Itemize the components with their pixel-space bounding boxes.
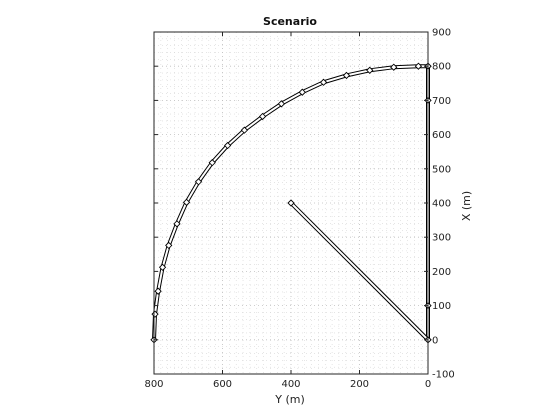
y-tick-label: 200 <box>432 267 451 278</box>
series-0-point <box>194 178 203 186</box>
series-0-point <box>154 287 162 295</box>
y-tick-label: 400 <box>432 199 451 210</box>
series-0-line <box>153 65 428 340</box>
series-0-point <box>390 63 398 71</box>
x-tick-label: 400 <box>281 379 300 390</box>
series-0-point <box>366 66 374 74</box>
y-tick-label: 900 <box>432 28 451 39</box>
series-0-point <box>342 71 351 80</box>
y-tick-label: 500 <box>432 164 451 175</box>
series-0-point <box>224 141 232 150</box>
minor-grid <box>154 32 428 374</box>
x-tick-label: 200 <box>350 379 369 390</box>
y-tick-label: 0 <box>432 335 438 346</box>
x-tick-label: 800 <box>144 379 163 390</box>
series-0-point <box>173 220 181 228</box>
x-tick-label: 0 <box>425 379 431 390</box>
x-ticks: 800 600 400 200 0 <box>144 32 431 390</box>
y-axis-label: X (m) <box>460 191 473 221</box>
y-ticks: -100 0 100 200 300 400 500 600 700 800 900 <box>154 28 455 381</box>
y-tick-label: 300 <box>432 233 451 244</box>
y-tick-label: 100 <box>432 301 451 312</box>
series-0-point <box>240 126 249 134</box>
y-tick-label: -100 <box>432 370 455 381</box>
series-0-point <box>298 88 306 96</box>
series-0-point <box>165 241 173 250</box>
series-2-line <box>290 202 429 341</box>
series-0-point <box>319 78 328 86</box>
x-tick-label: 600 <box>213 379 232 390</box>
series-0-point <box>277 100 286 108</box>
series-0-point <box>208 159 216 167</box>
series-2-point <box>287 199 295 207</box>
y-tick-label: 800 <box>432 62 451 73</box>
series-0-point <box>158 263 167 271</box>
series-0-point <box>182 198 191 206</box>
series-0-point <box>414 62 423 70</box>
x-axis-label: Y (m) <box>274 393 305 406</box>
plot-area: 800 600 400 200 0 -1000100200300400500600700… <box>144 28 454 391</box>
y-tick-label: 600 <box>432 130 451 141</box>
chart-title: Scenario <box>263 15 317 28</box>
series-0-point <box>258 112 267 121</box>
y-tick-label: 700 <box>432 96 451 107</box>
